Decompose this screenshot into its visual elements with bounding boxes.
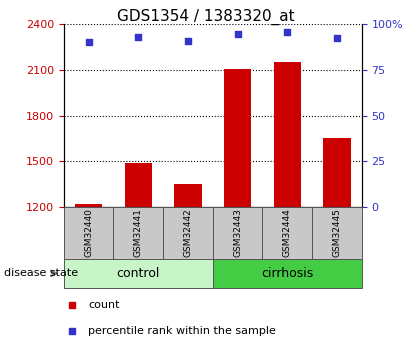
Point [284, 29, 291, 34]
Text: GSM32445: GSM32445 [332, 208, 342, 257]
Bar [224, 69, 251, 207]
Bar [213, 207, 262, 259]
Point [135, 34, 141, 40]
Bar [64, 259, 213, 288]
Bar [312, 207, 362, 259]
Text: GSM32440: GSM32440 [84, 208, 93, 257]
Text: GSM32444: GSM32444 [283, 208, 292, 257]
Bar [113, 207, 163, 259]
Bar [64, 207, 113, 259]
Text: cirrhosis: cirrhosis [261, 267, 313, 280]
Bar [163, 207, 213, 259]
Text: control: control [116, 267, 160, 280]
Bar [174, 184, 201, 207]
Text: GSM32441: GSM32441 [134, 208, 143, 257]
Bar [323, 138, 351, 207]
Bar [262, 207, 312, 259]
Bar [274, 62, 301, 207]
Text: GSM32442: GSM32442 [183, 208, 192, 257]
Text: GDS1354 / 1383320_at: GDS1354 / 1383320_at [117, 9, 294, 25]
Point [334, 35, 340, 41]
Point [234, 31, 241, 37]
Bar [213, 259, 362, 288]
Text: count: count [88, 300, 120, 310]
Bar [75, 204, 102, 207]
Point [85, 39, 92, 45]
Text: GSM32443: GSM32443 [233, 208, 242, 257]
Bar [125, 163, 152, 207]
Text: disease state: disease state [4, 268, 78, 278]
Text: percentile rank within the sample: percentile rank within the sample [88, 326, 276, 336]
Point [185, 38, 191, 44]
